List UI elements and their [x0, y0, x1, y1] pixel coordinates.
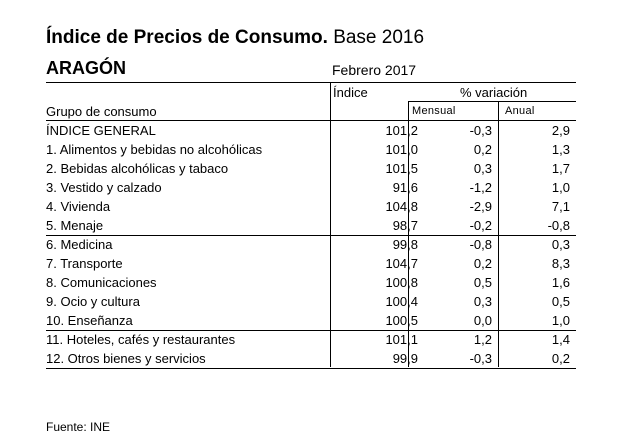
row-label: 9. Ocio y cultura [46, 294, 140, 309]
table-row: 9. Ocio y cultura 100,4 0,3 0,5 [46, 292, 576, 311]
page-title: Índice de Precios de Consumo. Base 2016 [46, 27, 424, 49]
row-anual: 1,3 [551, 142, 570, 157]
vline-anual [498, 101, 499, 367]
row-mensual: -1,2 [469, 180, 492, 195]
table-row: 10. Enseñanza 100,5 0,0 1,0 [46, 311, 576, 331]
row-label: 11. Hoteles, cafés y restaurantes [46, 332, 236, 347]
row-indice: 104,8 [385, 199, 418, 214]
row-mensual: 0,2 [473, 256, 492, 271]
row-anual: 0,3 [551, 237, 570, 252]
vline-mensual [408, 101, 409, 367]
title-base: Base 2016 [333, 27, 425, 48]
row-label: 1. Alimentos y bebidas no alcohólicas [46, 142, 263, 157]
row-mensual: -0,8 [469, 237, 492, 252]
header-rule [46, 120, 576, 121]
row-mensual: 0,3 [473, 294, 492, 309]
title-main: Índice de Precios de Consumo. [46, 27, 328, 48]
table-row: 12. Otros bienes y servicios 99,9 -0,3 0,2 [46, 349, 576, 369]
table-row: 1. Alimentos y bebidas no alcohólicas 101… [46, 140, 576, 159]
vline-indice [330, 83, 331, 367]
row-label: 12. Otros bienes y servicios [46, 351, 206, 366]
row-anual: -0,8 [547, 218, 570, 233]
row-mensual: -0,2 [469, 218, 492, 233]
row-indice: 100,8 [385, 275, 418, 290]
row-label: 3. Vestido y calzado [46, 180, 162, 195]
row-anual: 0,5 [551, 294, 570, 309]
row-anual: 1,7 [551, 161, 570, 176]
row-mensual: -2,9 [469, 199, 492, 214]
row-indice: 91,6 [392, 180, 418, 195]
col-mensual-header: Mensual [412, 105, 456, 117]
row-anual: 8,3 [551, 256, 570, 271]
row-mensual: 0,2 [473, 142, 492, 157]
row-mensual: 0,5 [473, 275, 492, 290]
table-row: 5. Menaje 98,7 -0,2 -0,8 [46, 216, 576, 236]
row-anual: 1,0 [551, 313, 570, 328]
row-mensual: 1,2 [473, 332, 492, 347]
row-indice: 100,4 [385, 294, 418, 309]
table-row: 3. Vestido y calzado 91,6 -1,2 1,0 [46, 178, 576, 197]
period-date: Febrero 2017 [332, 62, 417, 78]
table-row: 8. Comunicaciones 100,8 0,5 1,6 [46, 273, 576, 292]
row-indice: 104,7 [385, 256, 418, 271]
row-anual: 0,2 [551, 351, 570, 366]
row-mensual: -0,3 [469, 123, 492, 138]
row-label: 8. Comunicaciones [46, 275, 157, 290]
row-label: 2. Bebidas alcohólicas y tabaco [46, 161, 229, 176]
row-label: 4. Vivienda [46, 199, 111, 214]
row-indice: 101,1 [385, 332, 418, 347]
row-anual: 1,6 [551, 275, 570, 290]
table-row: 4. Vivienda 104,8 -2,9 7,1 [46, 197, 576, 216]
col-variacion-header: % variación [460, 85, 528, 100]
row-label: 10. Enseñanza [46, 313, 133, 328]
row-anual: 7,1 [551, 199, 570, 214]
source-note: Fuente: INE [46, 420, 111, 434]
table-row: 6. Medicina 99,8 -0,8 0,3 [46, 235, 576, 254]
table-row: 2. Bebidas alcohólicas y tabaco 101,5 0,3 1… [46, 159, 576, 178]
row-label: 5. Menaje [46, 218, 104, 233]
row-indice: 99,8 [392, 237, 418, 252]
row-anual: 1,0 [551, 180, 570, 195]
table-row: 7. Transporte 104,7 0,2 8,3 [46, 254, 576, 273]
row-mensual: 0,3 [473, 161, 492, 176]
row-label: 6. Medicina [46, 237, 113, 252]
col-indice-header: Índice [333, 85, 368, 100]
row-anual: 1,4 [551, 332, 570, 347]
row-anual: 2,9 [551, 123, 570, 138]
row-mensual: 0,0 [473, 313, 492, 328]
variacion-rule [408, 101, 576, 102]
region-name: ARAGÓN [46, 58, 126, 78]
row-indice: 99,9 [392, 351, 418, 366]
row-mensual: -0,3 [469, 351, 492, 366]
row-indice: 101,0 [385, 142, 418, 157]
row-indice: 100,5 [385, 313, 418, 328]
row-indice: 98,7 [392, 218, 418, 233]
top-rule [46, 82, 576, 83]
row-label: 7. Transporte [46, 256, 123, 271]
row-indice: 101,5 [385, 161, 418, 176]
col-group-header: Grupo de consumo [46, 104, 157, 119]
row-indice: 101,2 [385, 123, 418, 138]
row-label: ÍNDICE GENERAL [46, 123, 156, 138]
col-anual-header: Anual [505, 105, 535, 117]
table-row: 11. Hoteles, cafés y restaurantes 101,1 1,… [46, 330, 576, 349]
table-row: ÍNDICE GENERAL 101,2 -0,3 2,9 [46, 121, 576, 140]
